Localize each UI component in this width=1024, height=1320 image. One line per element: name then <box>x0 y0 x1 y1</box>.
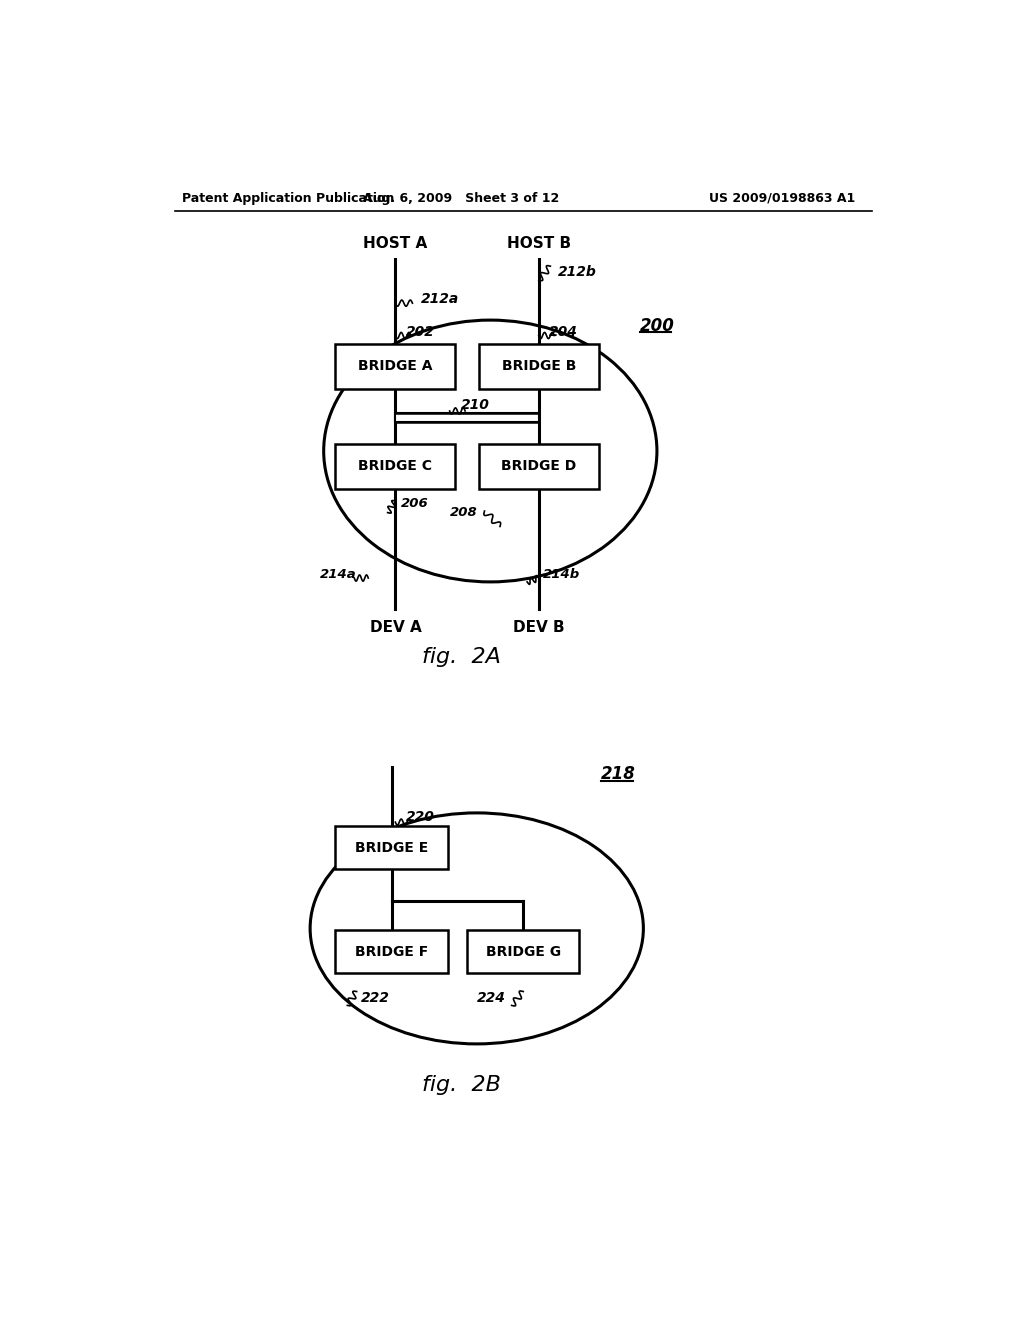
Text: fig.  2A: fig. 2A <box>422 647 501 668</box>
FancyBboxPatch shape <box>335 345 456 388</box>
FancyBboxPatch shape <box>478 444 599 488</box>
Text: 212a: 212a <box>421 292 459 306</box>
FancyBboxPatch shape <box>335 444 456 488</box>
Text: BRIDGE F: BRIDGE F <box>355 945 428 958</box>
Text: 208: 208 <box>450 506 477 519</box>
Text: Patent Application Publication: Patent Application Publication <box>182 191 394 205</box>
Text: 214b: 214b <box>543 568 580 581</box>
Text: 214a: 214a <box>321 568 357 581</box>
FancyBboxPatch shape <box>467 931 580 973</box>
Text: 206: 206 <box>400 496 429 510</box>
Text: BRIDGE D: BRIDGE D <box>501 459 577 474</box>
FancyBboxPatch shape <box>478 345 599 388</box>
Text: BRIDGE G: BRIDGE G <box>485 945 561 958</box>
Text: 212b: 212b <box>558 265 597 280</box>
Text: HOST B: HOST B <box>507 235 570 251</box>
Text: 218: 218 <box>601 766 636 783</box>
Text: DEV A: DEV A <box>370 620 421 635</box>
Text: BRIDGE B: BRIDGE B <box>502 359 575 374</box>
Text: 222: 222 <box>360 991 389 1005</box>
Text: 224: 224 <box>477 991 506 1005</box>
Text: BRIDGE E: BRIDGE E <box>355 841 428 854</box>
Text: HOST A: HOST A <box>364 235 427 251</box>
Text: DEV B: DEV B <box>513 620 564 635</box>
Text: US 2009/0198863 A1: US 2009/0198863 A1 <box>710 191 855 205</box>
Text: fig.  2B: fig. 2B <box>422 1074 501 1094</box>
Text: 204: 204 <box>549 325 578 339</box>
Text: 202: 202 <box>406 325 434 339</box>
Text: 220: 220 <box>406 809 434 824</box>
Text: Aug. 6, 2009   Sheet 3 of 12: Aug. 6, 2009 Sheet 3 of 12 <box>364 191 559 205</box>
FancyBboxPatch shape <box>335 931 447 973</box>
Text: BRIDGE C: BRIDGE C <box>358 459 432 474</box>
Text: BRIDGE A: BRIDGE A <box>358 359 432 374</box>
Text: 210: 210 <box>461 397 490 412</box>
Text: 200: 200 <box>640 317 675 335</box>
Bar <box>395 412 539 422</box>
FancyBboxPatch shape <box>335 826 447 869</box>
